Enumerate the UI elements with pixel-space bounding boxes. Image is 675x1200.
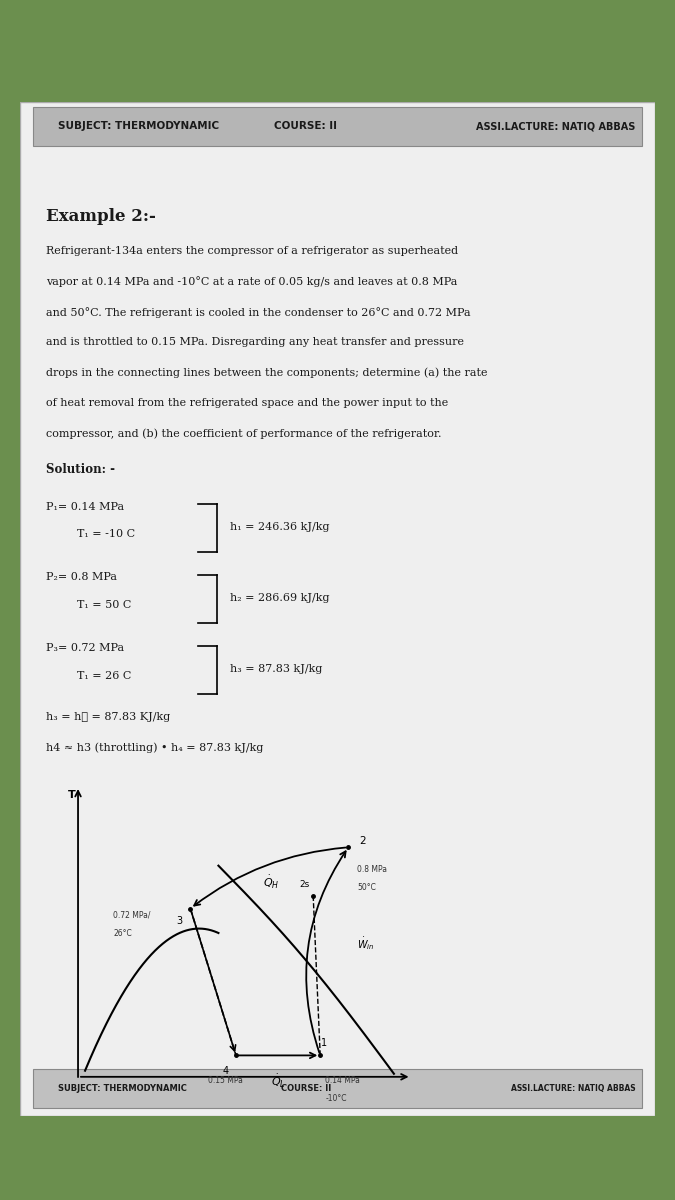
Text: Solution: -: Solution: -	[46, 463, 115, 476]
Text: ASSI.LACTURE: NATIQ ABBAS: ASSI.LACTURE: NATIQ ABBAS	[511, 1084, 636, 1093]
Text: -10°C: -10°C	[325, 1094, 347, 1103]
Text: COURSE: II: COURSE: II	[281, 1084, 331, 1093]
Text: h₃ = 87.83 kJ/kg: h₃ = 87.83 kJ/kg	[230, 664, 322, 674]
FancyBboxPatch shape	[33, 1069, 642, 1108]
Text: of heat removal from the refrigerated space and the power input to the: of heat removal from the refrigerated sp…	[46, 398, 448, 408]
Text: $\dot{W}_{in}$: $\dot{W}_{in}$	[357, 935, 375, 952]
FancyBboxPatch shape	[33, 107, 642, 145]
Text: 1: 1	[321, 1038, 327, 1049]
Text: 0.15 MPa: 0.15 MPa	[208, 1076, 243, 1085]
Text: ASSI.LACTURE: NATIQ ABBAS: ASSI.LACTURE: NATIQ ABBAS	[477, 121, 636, 131]
Text: $\dot{Q}_H$: $\dot{Q}_H$	[263, 874, 279, 890]
Text: 2s: 2s	[300, 880, 310, 889]
Text: 0.8 MPa: 0.8 MPa	[357, 865, 387, 874]
Text: h₃ = h⁲ = 87.83 KJ/kg: h₃ = h⁲ = 87.83 KJ/kg	[46, 713, 170, 722]
Text: P₂= 0.8 MPa: P₂= 0.8 MPa	[46, 572, 117, 582]
Text: T₁ = 26 C: T₁ = 26 C	[78, 671, 132, 680]
Text: SUBJECT: THERMODYNAMIC: SUBJECT: THERMODYNAMIC	[58, 1084, 187, 1093]
Text: h₁ = 246.36 kJ/kg: h₁ = 246.36 kJ/kg	[230, 522, 329, 532]
Text: T: T	[68, 791, 75, 800]
Text: $\dot{Q}_L$: $\dot{Q}_L$	[271, 1073, 286, 1090]
Text: 50°C: 50°C	[357, 883, 376, 892]
Text: vapor at 0.14 MPa and -10°C at a rate of 0.05 kg/s and leaves at 0.8 MPa: vapor at 0.14 MPa and -10°C at a rate of…	[46, 276, 457, 287]
Text: Example 2:-: Example 2:-	[46, 209, 155, 226]
Text: 2: 2	[359, 836, 365, 846]
Text: h₂ = 286.69 kJ/kg: h₂ = 286.69 kJ/kg	[230, 593, 329, 602]
Text: T₁ = -10 C: T₁ = -10 C	[78, 529, 136, 539]
Text: 4: 4	[222, 1066, 229, 1075]
Text: 3: 3	[177, 916, 183, 926]
Text: and is throttled to 0.15 MPa. Disregarding any heat transfer and pressure: and is throttled to 0.15 MPa. Disregardi…	[46, 337, 464, 347]
Text: compressor, and (b) the coefficient of performance of the refrigerator.: compressor, and (b) the coefficient of p…	[46, 428, 441, 439]
Text: and 50°C. The refrigerant is cooled in the condenser to 26°C and 0.72 MPa: and 50°C. The refrigerant is cooled in t…	[46, 307, 470, 318]
Text: Refrigerant-134a enters the compressor of a refrigerator as superheated: Refrigerant-134a enters the compressor o…	[46, 246, 458, 256]
Text: 0.14 MPa: 0.14 MPa	[325, 1076, 360, 1085]
Text: 26°C: 26°C	[113, 929, 132, 938]
FancyBboxPatch shape	[20, 102, 655, 1116]
Text: P₁= 0.14 MPa: P₁= 0.14 MPa	[46, 502, 124, 511]
Text: h4 ≈ h3 (throttling) • h₄ = 87.83 kJ/kg: h4 ≈ h3 (throttling) • h₄ = 87.83 kJ/kg	[46, 743, 263, 754]
Text: 0.72 MPa/: 0.72 MPa/	[113, 911, 151, 919]
Text: T₁ = 50 C: T₁ = 50 C	[78, 600, 132, 610]
Text: SUBJECT: THERMODYNAMIC: SUBJECT: THERMODYNAMIC	[58, 121, 219, 131]
Text: drops in the connecting lines between the components; determine (a) the rate: drops in the connecting lines between th…	[46, 367, 487, 378]
Text: P₃= 0.72 MPa: P₃= 0.72 MPa	[46, 643, 124, 654]
Text: COURSE: II: COURSE: II	[274, 121, 338, 131]
